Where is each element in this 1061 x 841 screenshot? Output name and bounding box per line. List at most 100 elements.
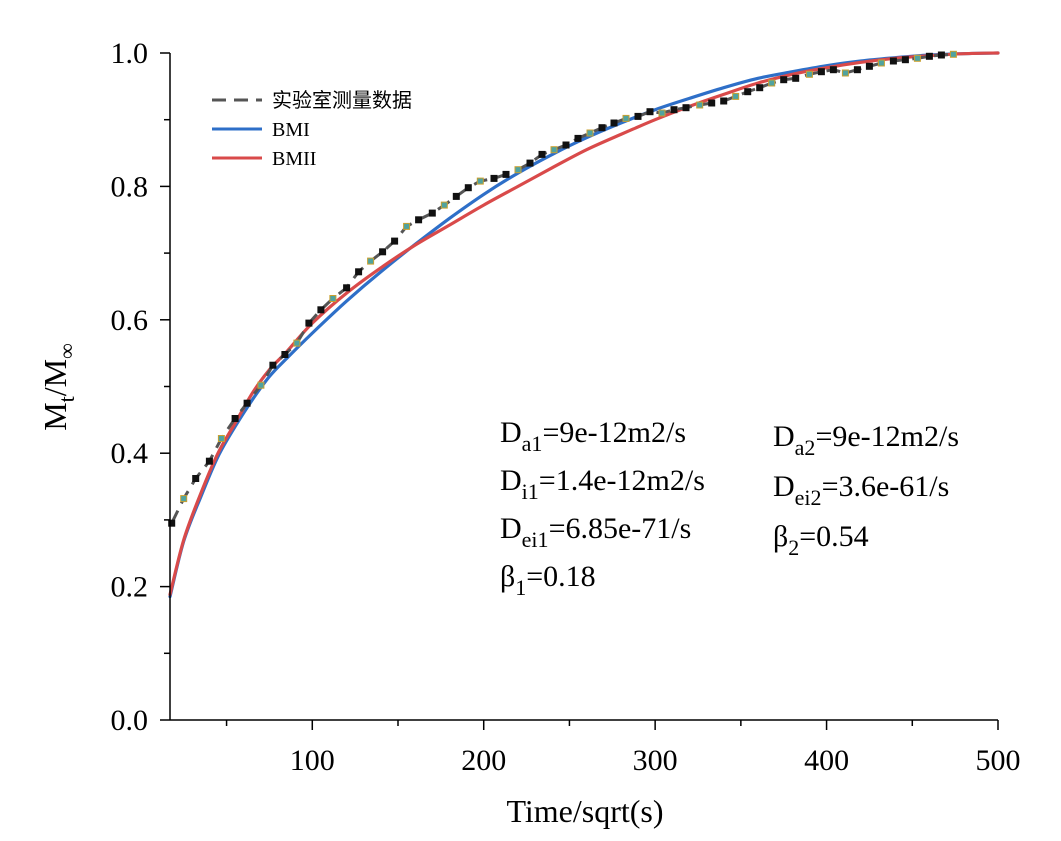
y-tick-label: 0.2 [111, 571, 149, 604]
data-point [391, 237, 399, 245]
legend-item: BMII [212, 148, 316, 170]
data-point [720, 97, 728, 105]
legend: 实验室测量数据 BMI BMII [212, 89, 412, 170]
data-point [646, 108, 654, 116]
data-point [281, 351, 289, 358]
data-point [317, 306, 325, 314]
parameter-annotation: β2=0.54 [773, 520, 869, 560]
data-point [805, 70, 813, 78]
data-point [231, 415, 239, 422]
data-point [550, 146, 558, 154]
data-point [428, 209, 436, 217]
data-point [889, 57, 897, 65]
data-point [937, 51, 945, 59]
data-point [610, 119, 618, 127]
data-point [355, 268, 363, 276]
data-point [670, 106, 678, 114]
data-point [756, 84, 764, 92]
parameter-annotation: Dei2=3.6e-61/s [773, 470, 949, 510]
data-point [562, 141, 570, 149]
legend-label: 实验室测量数据 [272, 89, 412, 112]
data-point [708, 99, 716, 107]
data-point [367, 257, 375, 265]
data-point [217, 435, 225, 442]
data-point [538, 150, 546, 158]
parameter-annotation: Da2=9e-12m2/s [773, 420, 959, 460]
x-axis-title: Time/sqrt(s) [506, 793, 663, 829]
legend-label: BMI [272, 119, 310, 141]
annotations: Da1=9e-12m2/s Di1=1.4e-12m2/s Dei1=6.85e-7… [500, 416, 959, 600]
data-point [768, 79, 776, 87]
data-point [696, 101, 704, 109]
data-point [829, 66, 837, 74]
parameter-annotation: β1=0.18 [500, 560, 596, 600]
x-tick-label: 100 [290, 744, 335, 777]
y-axis-title: Mt/M∞ [37, 343, 79, 431]
y-tick-label: 1.0 [111, 37, 149, 70]
legend-item: 实验室测量数据 [212, 89, 412, 112]
data-point [744, 88, 752, 96]
x-tick-labels: 100 200 300 400 500 [290, 744, 1021, 777]
x-tick-label: 400 [804, 744, 849, 777]
data-point [403, 222, 411, 230]
data-point [464, 184, 472, 192]
data-point [476, 177, 484, 185]
y-axis-title-main: M [37, 402, 73, 430]
data-point [841, 69, 849, 77]
data-point [168, 519, 176, 527]
data-point [243, 399, 251, 407]
parameter-annotation: Dei1=6.85e-71/s [500, 512, 691, 552]
data-point [180, 495, 188, 503]
legend-item: BMI [212, 119, 310, 141]
data-point [949, 50, 957, 58]
x-tick-label: 500 [976, 744, 1021, 777]
data-point [269, 361, 277, 369]
data-point [598, 124, 606, 132]
data-point [257, 381, 265, 389]
y-tick-label: 0.8 [111, 170, 149, 203]
y-axis-title-sub2: ∞ [54, 343, 79, 359]
data-point [780, 76, 788, 84]
y-tick-label: 0.6 [111, 304, 149, 337]
data-point [853, 66, 861, 74]
data-point [379, 248, 387, 256]
data-point [415, 216, 423, 224]
data-point [732, 92, 740, 100]
data-point [682, 104, 690, 112]
data-point [913, 54, 921, 62]
x-tick-label: 300 [633, 744, 678, 777]
y-tick-labels: 0.0 0.2 0.4 0.6 0.8 1.0 [111, 37, 149, 737]
data-point [634, 112, 642, 120]
data-point [440, 201, 448, 209]
data-point [574, 134, 582, 142]
data-point [490, 174, 498, 182]
data-point [658, 109, 666, 117]
data-point [343, 284, 351, 292]
data-point [622, 114, 630, 122]
data-point [792, 74, 800, 82]
data-point [329, 295, 337, 302]
data-point [192, 475, 200, 482]
data-point [205, 457, 213, 465]
y-axis-title-sub1: t [54, 396, 79, 402]
y-axis-title-mid: /M [37, 359, 73, 396]
data-point [293, 339, 301, 347]
data-point [865, 62, 873, 70]
parameter-annotation: Da1=9e-12m2/s [500, 416, 686, 456]
series-measured [168, 50, 957, 527]
parameter-annotation: Di1=1.4e-12m2/s [500, 464, 705, 504]
data-point [305, 319, 313, 327]
data-point [901, 56, 909, 64]
data-point [526, 159, 534, 167]
data-point [925, 52, 933, 60]
legend-label: BMII [272, 148, 316, 170]
data-point [877, 59, 885, 67]
data-point [502, 170, 510, 178]
data-point [817, 68, 825, 76]
y-tick-label: 0.0 [111, 704, 149, 737]
plot-area [160, 50, 1000, 730]
y-tick-label: 0.4 [111, 437, 149, 470]
x-tick-label: 200 [461, 744, 506, 777]
data-point [514, 166, 522, 174]
